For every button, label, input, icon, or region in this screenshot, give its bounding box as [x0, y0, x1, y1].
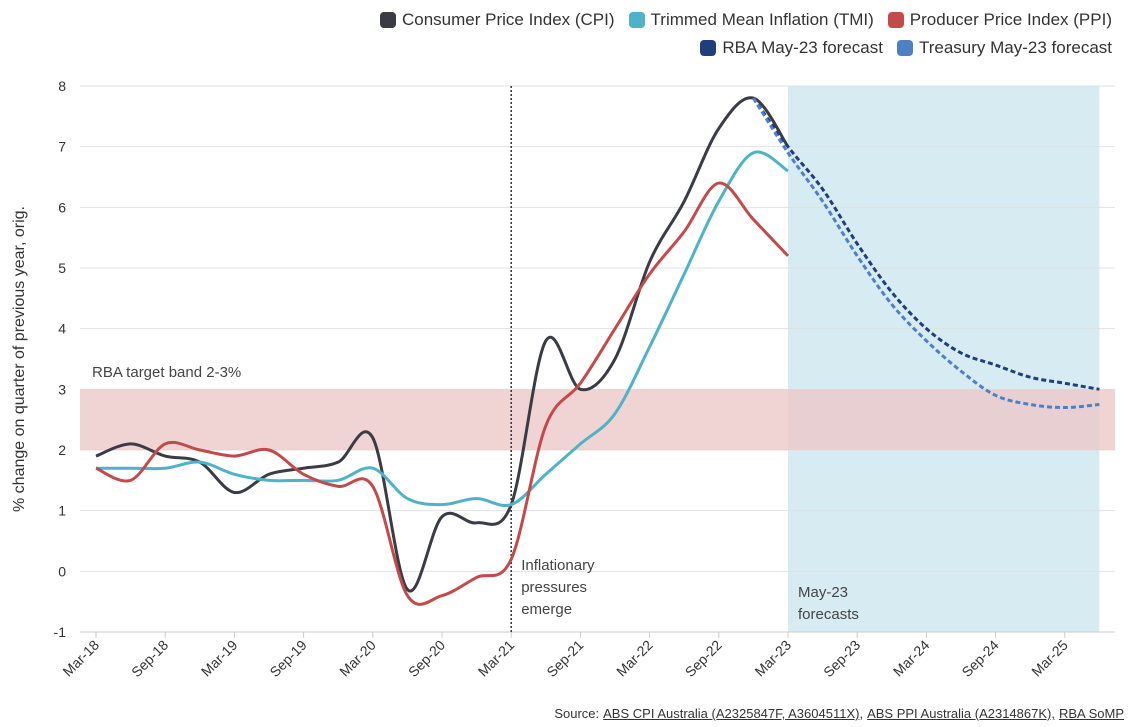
y-tick-label: 5	[58, 260, 66, 276]
legend-swatch	[700, 40, 717, 56]
target-band-label: RBA target band 2-3%	[92, 364, 242, 382]
legend-label: Treasury May-23 forecast	[918, 38, 1112, 57]
x-tick-label: Sep-18	[128, 637, 171, 680]
x-tick-label: Mar-25	[1028, 637, 1071, 680]
forecast-region	[788, 86, 1100, 632]
legend: Consumer Price Index (CPI) Trimmed Mean I…	[252, 10, 1112, 58]
legend-label: RBA May-23 forecast	[722, 38, 883, 57]
y-tick-label: 3	[58, 381, 66, 397]
legend-item: Consumer Price Index (CPI)	[379, 10, 615, 30]
x-tick-label: Sep-24	[958, 637, 1001, 680]
x-tick-label: Sep-20	[405, 637, 448, 680]
y-tick-label: 4	[58, 321, 66, 337]
legend-swatch	[887, 12, 904, 28]
x-tick-label: Sep-21	[543, 637, 586, 680]
legend-swatch	[896, 40, 913, 56]
series-line	[752, 97, 1100, 410]
x-tick-label: Mar-23	[751, 637, 794, 680]
legend-swatch	[628, 12, 645, 28]
x-tick-label: Mar-22	[613, 637, 656, 680]
y-tick-label: 6	[58, 199, 66, 215]
y-axis-title: % change on quarter of previous year, or…	[11, 206, 28, 512]
x-tick-label: Mar-24	[890, 637, 933, 680]
x-tick-label: Sep-22	[682, 637, 725, 680]
y-tick-label: 1	[58, 503, 66, 519]
event-label: Inflationary pressures emerge	[521, 557, 595, 618]
x-tick-label: Mar-21	[475, 637, 518, 680]
target-band	[80, 389, 1115, 450]
y-tick-label: 8	[58, 78, 66, 94]
x-tick-label: Sep-23	[820, 637, 863, 680]
series-line	[752, 97, 1100, 391]
y-tick-label: -1	[54, 624, 67, 640]
x-tick-label: Mar-19	[198, 637, 241, 680]
forecast-label: May-23 forecasts	[798, 584, 859, 623]
legend-label: Trimmed Mean Inflation (TMI)	[650, 10, 874, 29]
legend-item: Producer Price Index (PPI)	[887, 10, 1112, 30]
y-tick-label: 7	[58, 139, 66, 155]
source-link: RBA SoMP	[1058, 706, 1124, 721]
legend-item: RBA May-23 forecast	[700, 38, 883, 58]
series-line	[95, 96, 790, 593]
source-link: ABS CPI Australia (A2325847F, A3604511X)…	[603, 706, 864, 721]
source: Source: ABS CPI Australia (A2325847F, A36…	[554, 706, 1124, 721]
legend-label: Producer Price Index (PPI)	[909, 10, 1112, 29]
legend-item: Treasury May-23 forecast	[896, 38, 1112, 58]
legend-label: Consumer Price Index (CPI)	[401, 10, 615, 29]
source-link: ABS PPI Australia (A2314867K),	[867, 706, 1055, 721]
x-tick-label: Mar-18	[59, 637, 102, 680]
legend-item: Trimmed Mean Inflation (TMI)	[628, 10, 874, 30]
y-tick-label: 2	[58, 442, 66, 458]
x-tick-label: Mar-20	[336, 637, 379, 680]
source-label: Source:	[554, 706, 600, 721]
y-tick-label: 0	[58, 563, 66, 579]
series-line	[96, 150, 789, 507]
legend-swatch	[379, 12, 396, 28]
series-line	[95, 181, 790, 606]
x-tick-label: Sep-19	[266, 637, 309, 680]
